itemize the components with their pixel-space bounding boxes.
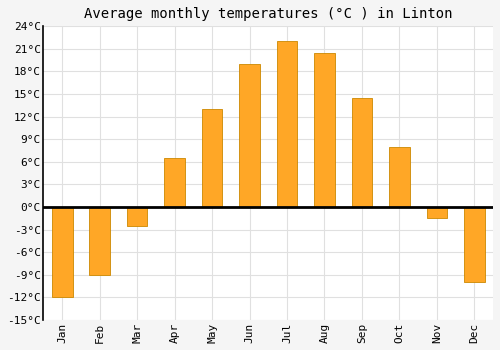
Bar [90, 207, 110, 275]
Bar [389, 147, 409, 207]
Bar [202, 109, 222, 207]
Bar [464, 207, 484, 282]
Bar [52, 207, 72, 298]
Title: Average monthly temperatures (°C ) in Linton: Average monthly temperatures (°C ) in Li… [84, 7, 452, 21]
Bar [239, 64, 260, 207]
Bar [314, 52, 335, 207]
Bar [276, 41, 297, 207]
Bar [352, 98, 372, 207]
Bar [164, 158, 185, 207]
Bar [426, 207, 447, 218]
Bar [127, 207, 148, 226]
